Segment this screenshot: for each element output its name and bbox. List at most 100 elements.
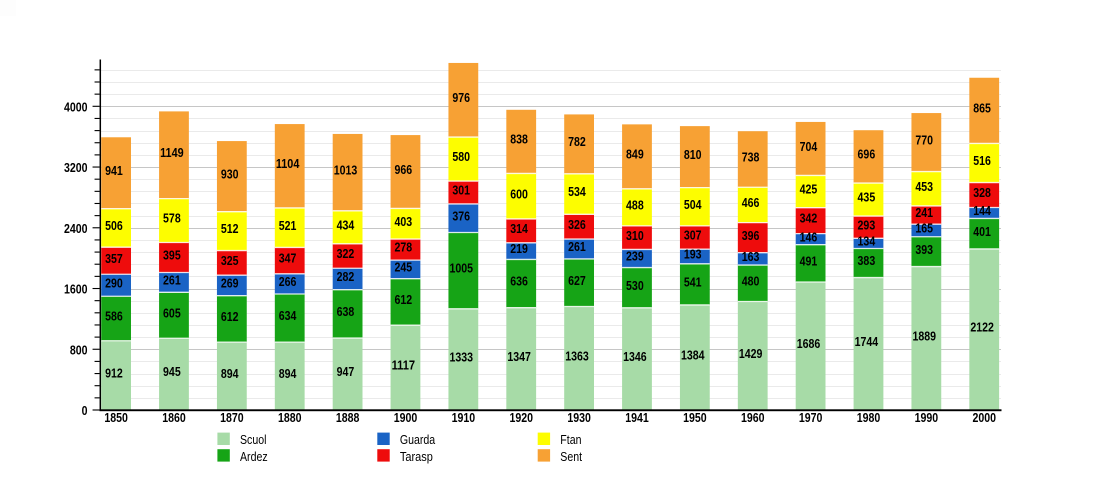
svg-text:2122: 2122 — [970, 321, 994, 335]
svg-text:865: 865 — [973, 102, 991, 116]
svg-text:945: 945 — [163, 365, 181, 379]
svg-text:134: 134 — [858, 235, 876, 249]
svg-text:782: 782 — [568, 135, 586, 149]
svg-text:704: 704 — [800, 140, 818, 154]
svg-text:1744: 1744 — [855, 335, 879, 349]
svg-text:1117: 1117 — [392, 359, 416, 373]
svg-text:1013: 1013 — [334, 163, 358, 177]
svg-text:1880: 1880 — [278, 411, 302, 425]
svg-text:326: 326 — [568, 218, 586, 232]
svg-text:435: 435 — [858, 191, 876, 205]
svg-text:516: 516 — [973, 154, 991, 168]
svg-text:219: 219 — [510, 242, 528, 256]
svg-text:310: 310 — [626, 229, 644, 243]
svg-text:770: 770 — [915, 133, 933, 147]
svg-text:1930: 1930 — [567, 411, 591, 425]
svg-text:612: 612 — [221, 310, 239, 324]
svg-text:580: 580 — [452, 150, 470, 164]
svg-text:Tarasp: Tarasp — [400, 450, 433, 464]
svg-text:322: 322 — [337, 247, 355, 261]
svg-text:301: 301 — [452, 184, 470, 198]
svg-text:4000: 4000 — [64, 100, 88, 114]
svg-text:Guarda: Guarda — [400, 433, 435, 447]
svg-text:1333: 1333 — [449, 351, 473, 365]
svg-text:144: 144 — [973, 204, 991, 218]
svg-text:163: 163 — [742, 250, 760, 264]
svg-text:491: 491 — [800, 254, 818, 268]
svg-text:912: 912 — [105, 366, 123, 380]
svg-text:383: 383 — [858, 254, 876, 268]
svg-text:2000: 2000 — [972, 411, 996, 425]
svg-text:Ardez: Ardez — [240, 450, 268, 464]
svg-text:165: 165 — [915, 222, 933, 236]
svg-text:239: 239 — [626, 250, 644, 264]
svg-text:282: 282 — [337, 270, 355, 284]
svg-text:586: 586 — [105, 310, 123, 324]
svg-text:512: 512 — [221, 222, 239, 236]
svg-text:396: 396 — [742, 229, 760, 243]
svg-text:357: 357 — [105, 252, 123, 266]
svg-text:261: 261 — [163, 274, 181, 288]
svg-text:1950: 1950 — [683, 411, 707, 425]
svg-text:376: 376 — [452, 209, 470, 223]
svg-text:328: 328 — [973, 186, 991, 200]
svg-text:2400: 2400 — [64, 222, 88, 236]
svg-text:146: 146 — [800, 230, 818, 244]
svg-text:894: 894 — [279, 367, 297, 381]
svg-text:266: 266 — [279, 275, 297, 289]
svg-text:0: 0 — [82, 404, 88, 418]
svg-text:1104: 1104 — [276, 157, 300, 171]
svg-text:401: 401 — [973, 225, 991, 239]
svg-text:3200: 3200 — [64, 161, 88, 175]
svg-text:453: 453 — [915, 180, 933, 194]
svg-text:347: 347 — [279, 252, 297, 266]
svg-text:634: 634 — [279, 309, 297, 323]
svg-text:293: 293 — [858, 218, 876, 232]
svg-text:627: 627 — [568, 274, 586, 288]
svg-text:1960: 1960 — [741, 411, 765, 425]
svg-text:1005: 1005 — [449, 262, 473, 276]
svg-text:578: 578 — [163, 212, 181, 226]
svg-text:894: 894 — [221, 367, 239, 381]
svg-text:849: 849 — [626, 148, 644, 162]
svg-text:1860: 1860 — [162, 411, 186, 425]
svg-text:636: 636 — [510, 275, 528, 289]
svg-text:504: 504 — [684, 198, 702, 212]
svg-text:434: 434 — [337, 218, 355, 232]
svg-text:600: 600 — [510, 187, 528, 201]
svg-text:Ftan: Ftan — [560, 433, 581, 447]
svg-text:976: 976 — [452, 91, 470, 105]
svg-text:1870: 1870 — [220, 411, 244, 425]
svg-text:1910: 1910 — [452, 411, 476, 425]
svg-text:269: 269 — [221, 277, 239, 291]
svg-text:342: 342 — [800, 212, 818, 226]
svg-text:638: 638 — [337, 305, 355, 319]
svg-text:245: 245 — [395, 261, 413, 275]
svg-text:278: 278 — [395, 241, 413, 255]
svg-text:612: 612 — [395, 293, 413, 307]
svg-text:1980: 1980 — [857, 411, 881, 425]
svg-text:1920: 1920 — [509, 411, 533, 425]
svg-text:Sent: Sent — [560, 450, 582, 464]
svg-text:838: 838 — [510, 133, 528, 147]
svg-text:Scuol: Scuol — [240, 433, 266, 447]
svg-text:1686: 1686 — [797, 337, 821, 351]
svg-text:314: 314 — [510, 222, 528, 236]
svg-text:1384: 1384 — [681, 349, 705, 363]
svg-text:738: 738 — [742, 150, 760, 164]
svg-text:1889: 1889 — [912, 329, 936, 343]
svg-text:947: 947 — [337, 365, 355, 379]
svg-text:241: 241 — [915, 206, 933, 220]
svg-text:541: 541 — [684, 275, 702, 289]
svg-text:193: 193 — [684, 248, 702, 262]
svg-text:1888: 1888 — [336, 411, 360, 425]
svg-text:325: 325 — [221, 254, 239, 268]
svg-text:930: 930 — [221, 167, 239, 181]
svg-text:1149: 1149 — [160, 146, 184, 160]
svg-text:290: 290 — [105, 276, 123, 290]
svg-text:1990: 1990 — [915, 411, 939, 425]
svg-text:1600: 1600 — [64, 283, 88, 297]
svg-text:534: 534 — [568, 185, 586, 199]
svg-text:1346: 1346 — [623, 350, 647, 364]
svg-text:393: 393 — [915, 243, 933, 257]
